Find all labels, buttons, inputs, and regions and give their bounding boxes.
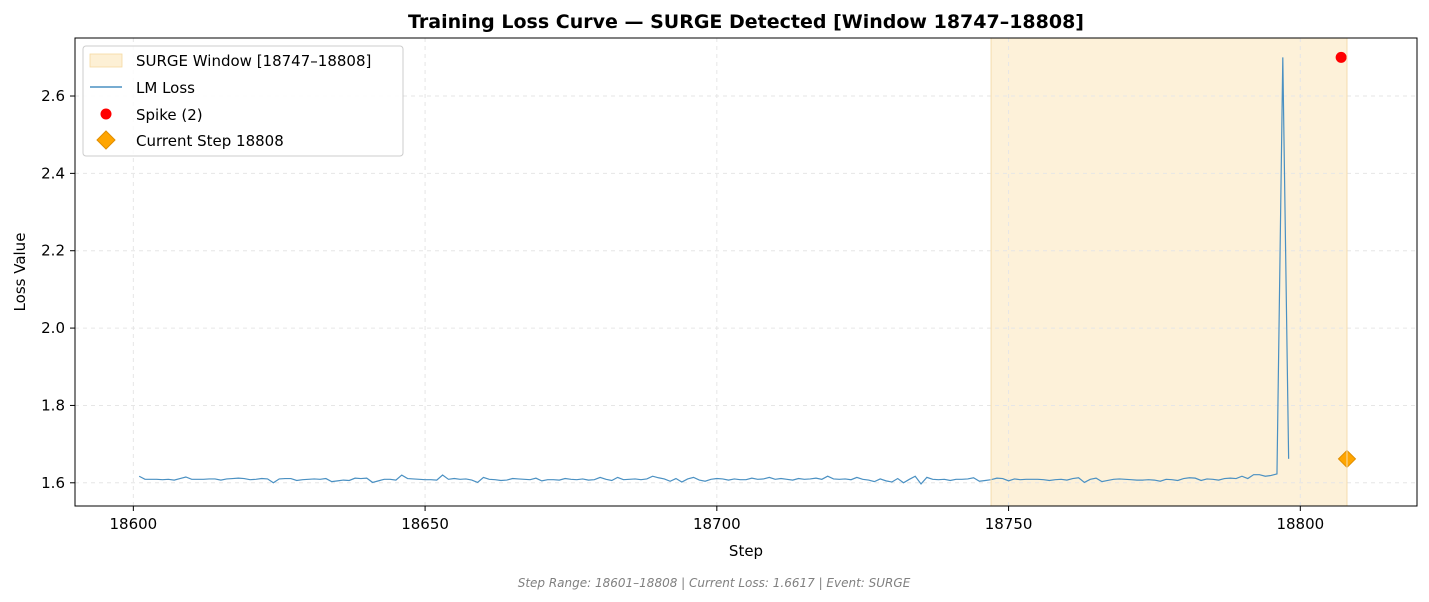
axes-frame (74, 37, 1418, 507)
legend-entry-current: Current Step 18808 (136, 132, 284, 150)
x-tick-label: 18800 (1276, 515, 1324, 533)
legend-swatch-current (96, 130, 116, 150)
lm-loss-line (138, 57, 1290, 485)
spike-markers (1335, 51, 1347, 63)
x-tick-label: 18600 (109, 515, 157, 533)
y-tick-label: 2.0 (41, 319, 65, 337)
y-tick-label: 2.6 (41, 87, 65, 105)
x-tick-label: 18650 (401, 515, 449, 533)
legend-entry-spike: Spike (2) (136, 106, 203, 124)
legend-box (82, 45, 404, 157)
y-tick-label: 2.4 (41, 164, 65, 182)
legend-entry-window: SURGE Window [18747–18808] (136, 52, 371, 70)
y-tick-label: 2.2 (41, 242, 65, 260)
legend-entry-line: LM Loss (136, 79, 195, 97)
legend-swatch-spike (100, 108, 112, 120)
y-axis-label: Loss Value (11, 233, 29, 312)
surge-window-band (991, 38, 1347, 506)
y-tick-label: 1.6 (41, 474, 65, 492)
x-tick-label: 18700 (693, 515, 741, 533)
chart-title: Training Loss Curve — SURGE Detected [Wi… (408, 11, 1084, 33)
x-axis-label: Step (729, 542, 763, 560)
x-tick-label: 18750 (985, 515, 1033, 533)
grid-lines (75, 38, 1417, 506)
y-axis-ticks: 1.6 1.8 2.0 2.2 2.4 2.6 (41, 87, 75, 492)
spike-point (1335, 51, 1347, 63)
legend-swatch-window (89, 53, 123, 68)
footer-caption: Step Range: 18601–18808 | Current Loss: … (518, 576, 911, 590)
plot-area (75, 38, 1417, 506)
y-tick-label: 1.8 (41, 396, 65, 414)
legend: SURGE Window [18747–18808] LM Loss Spike… (82, 45, 404, 157)
x-axis-ticks: 18600 18650 18700 18750 18800 (109, 506, 1324, 533)
